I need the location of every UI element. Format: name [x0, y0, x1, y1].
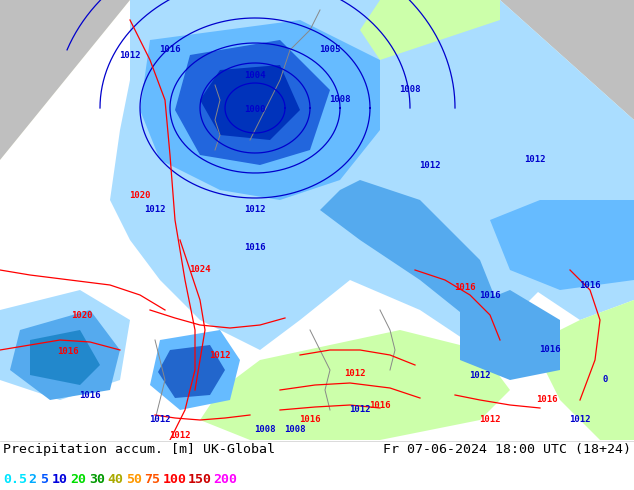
Text: 1016: 1016 [540, 345, 560, 354]
Text: 1012: 1012 [469, 370, 491, 379]
Polygon shape [140, 20, 380, 200]
Text: 0: 0 [602, 375, 607, 385]
Polygon shape [150, 330, 240, 410]
Text: 1012: 1012 [524, 155, 546, 165]
Text: 150: 150 [188, 473, 212, 486]
Polygon shape [560, 120, 634, 440]
Text: 0.5: 0.5 [3, 473, 27, 486]
Text: 75: 75 [145, 473, 160, 486]
Polygon shape [540, 300, 634, 440]
Polygon shape [320, 180, 500, 320]
Text: 1012: 1012 [419, 161, 441, 170]
Text: 1012: 1012 [169, 431, 191, 440]
Text: 1012: 1012 [149, 416, 171, 424]
Text: 1016: 1016 [244, 244, 266, 252]
Polygon shape [460, 290, 560, 380]
Text: 1016: 1016 [79, 391, 101, 399]
Text: 100: 100 [163, 473, 187, 486]
Text: Precipitation accum. [m] UK-Global: Precipitation accum. [m] UK-Global [3, 443, 275, 456]
Text: 1016: 1016 [479, 291, 501, 299]
Text: 20: 20 [70, 473, 86, 486]
Text: 1008: 1008 [254, 425, 276, 435]
Text: 1016: 1016 [57, 347, 79, 357]
Text: 1012: 1012 [209, 350, 231, 360]
Text: 2: 2 [28, 473, 36, 486]
Polygon shape [175, 40, 330, 165]
Text: 1016: 1016 [579, 280, 601, 290]
Text: Fr 07-06-2024 18:00 UTC (18+24): Fr 07-06-2024 18:00 UTC (18+24) [383, 443, 631, 456]
Polygon shape [10, 310, 120, 400]
Text: 1012: 1012 [344, 368, 366, 377]
Polygon shape [480, 120, 634, 320]
Polygon shape [360, 0, 500, 60]
Text: 5: 5 [40, 473, 48, 486]
Polygon shape [110, 0, 634, 350]
Text: 40: 40 [108, 473, 124, 486]
Text: 1016: 1016 [454, 284, 476, 293]
Text: 1012: 1012 [569, 416, 591, 424]
Polygon shape [200, 65, 300, 140]
Text: 1008: 1008 [329, 96, 351, 104]
Text: 1012: 1012 [479, 416, 501, 424]
Text: 1004: 1004 [244, 71, 266, 79]
Text: 1012: 1012 [145, 205, 165, 215]
Polygon shape [200, 330, 510, 440]
Text: 1005: 1005 [320, 46, 340, 54]
Polygon shape [0, 160, 80, 440]
Text: 1008: 1008 [399, 85, 421, 95]
Polygon shape [30, 330, 100, 385]
Text: 1016: 1016 [299, 416, 321, 424]
Text: 1020: 1020 [129, 191, 151, 199]
Text: 1024: 1024 [190, 266, 210, 274]
Text: 200: 200 [213, 473, 237, 486]
Polygon shape [500, 0, 634, 120]
Text: 1012: 1012 [349, 406, 371, 415]
Polygon shape [0, 0, 634, 440]
Text: 1012: 1012 [244, 205, 266, 215]
Polygon shape [158, 345, 225, 398]
Text: 1016: 1016 [159, 46, 181, 54]
Text: 1016: 1016 [369, 400, 391, 410]
Text: 1012: 1012 [119, 50, 141, 59]
Text: 10: 10 [52, 473, 68, 486]
Text: 1008: 1008 [284, 425, 306, 435]
Polygon shape [490, 200, 634, 290]
Text: 1016: 1016 [536, 395, 558, 405]
Text: 1000: 1000 [244, 105, 266, 115]
Text: 30: 30 [89, 473, 105, 486]
Polygon shape [0, 290, 130, 400]
Polygon shape [0, 0, 130, 160]
Text: 1020: 1020 [71, 311, 93, 319]
Text: 50: 50 [126, 473, 142, 486]
